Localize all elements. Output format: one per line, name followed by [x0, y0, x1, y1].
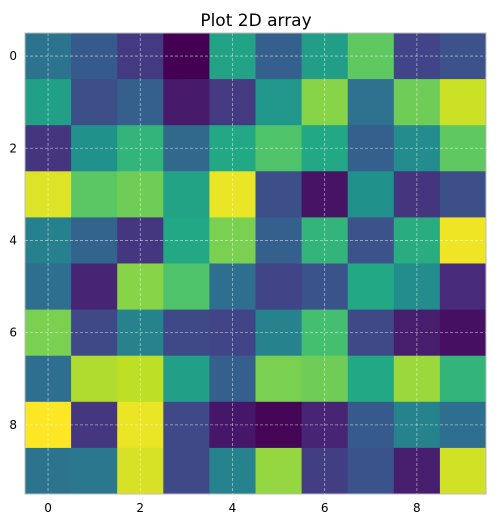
- heatmap-cell: [439, 447, 487, 495]
- heatmap-cell: [209, 263, 256, 311]
- heatmap-cell: [163, 447, 210, 495]
- y-tick-label: 8: [9, 418, 17, 432]
- heatmap-cell: [163, 171, 210, 218]
- heatmap-cell: [393, 263, 441, 311]
- heatmap-cell: [71, 263, 118, 311]
- heatmap-cell: [255, 217, 303, 264]
- heatmap-cell: [255, 33, 303, 80]
- heatmap-cell: [439, 171, 487, 218]
- heatmap-cell: [71, 217, 118, 264]
- heatmap-cell: [163, 79, 210, 126]
- heatmap-cell: [347, 171, 395, 218]
- heatmap-cell: [71, 171, 118, 218]
- y-tick-label: 4: [9, 233, 17, 247]
- heatmap-cells: [25, 33, 487, 495]
- heatmap-cell: [255, 171, 303, 218]
- heatmap-cell: [163, 355, 210, 403]
- heatmap-cell: [255, 355, 303, 403]
- heatmap-cell: [301, 263, 349, 311]
- heatmap-cell: [301, 79, 349, 126]
- heatmap-cell: [255, 309, 303, 357]
- y-tick-label: 6: [9, 326, 17, 340]
- y-tick-label: 2: [9, 141, 17, 155]
- x-tick-label: 8: [413, 501, 421, 515]
- heatmap-cell: [25, 79, 72, 126]
- heatmap-cell: [255, 401, 303, 449]
- heatmap-cell: [117, 79, 164, 126]
- heatmap-cell: [347, 263, 395, 311]
- heatmap-cell: [347, 355, 395, 403]
- heatmap-cell: [255, 79, 303, 126]
- heatmap-cell: [71, 401, 118, 449]
- plot-frame: [24, 32, 487, 495]
- heatmap-cell: [439, 79, 487, 126]
- y-axis-ticks: 0 2 4 6 8: [9, 49, 17, 432]
- chart-title: Plot 2D array: [200, 11, 311, 31]
- heatmap-cell: [117, 263, 164, 311]
- heatmap-cell: [255, 263, 303, 311]
- x-tick-label: 0: [44, 501, 52, 515]
- heatmap-cell: [393, 79, 441, 126]
- heatmap-cell: [255, 125, 303, 172]
- heatmap-cell: [255, 447, 303, 495]
- heatmap-cell: [71, 33, 118, 80]
- heatmap-cell: [439, 263, 487, 311]
- heatmap-cell: [347, 447, 395, 495]
- heatmap-cell: [439, 355, 487, 403]
- heatmap-cell: [71, 125, 118, 172]
- heatmap-cell: [71, 309, 118, 357]
- y-tick-label: 0: [9, 49, 17, 63]
- heatmap-cell: [25, 263, 72, 311]
- x-tick-label: 4: [229, 501, 237, 515]
- x-tick-label: 2: [136, 501, 144, 515]
- heatmap-cell: [71, 447, 118, 495]
- heatmap-cell: [71, 355, 118, 403]
- heatmap-cell: [163, 263, 210, 311]
- x-axis-ticks: 0 2 4 6 8: [44, 501, 420, 515]
- heatmap-cell: [347, 79, 395, 126]
- heatmap-cell: [71, 79, 118, 126]
- heatmap-cell: [209, 79, 256, 126]
- x-tick-label: 6: [321, 501, 329, 515]
- grid-lines: [25, 33, 486, 494]
